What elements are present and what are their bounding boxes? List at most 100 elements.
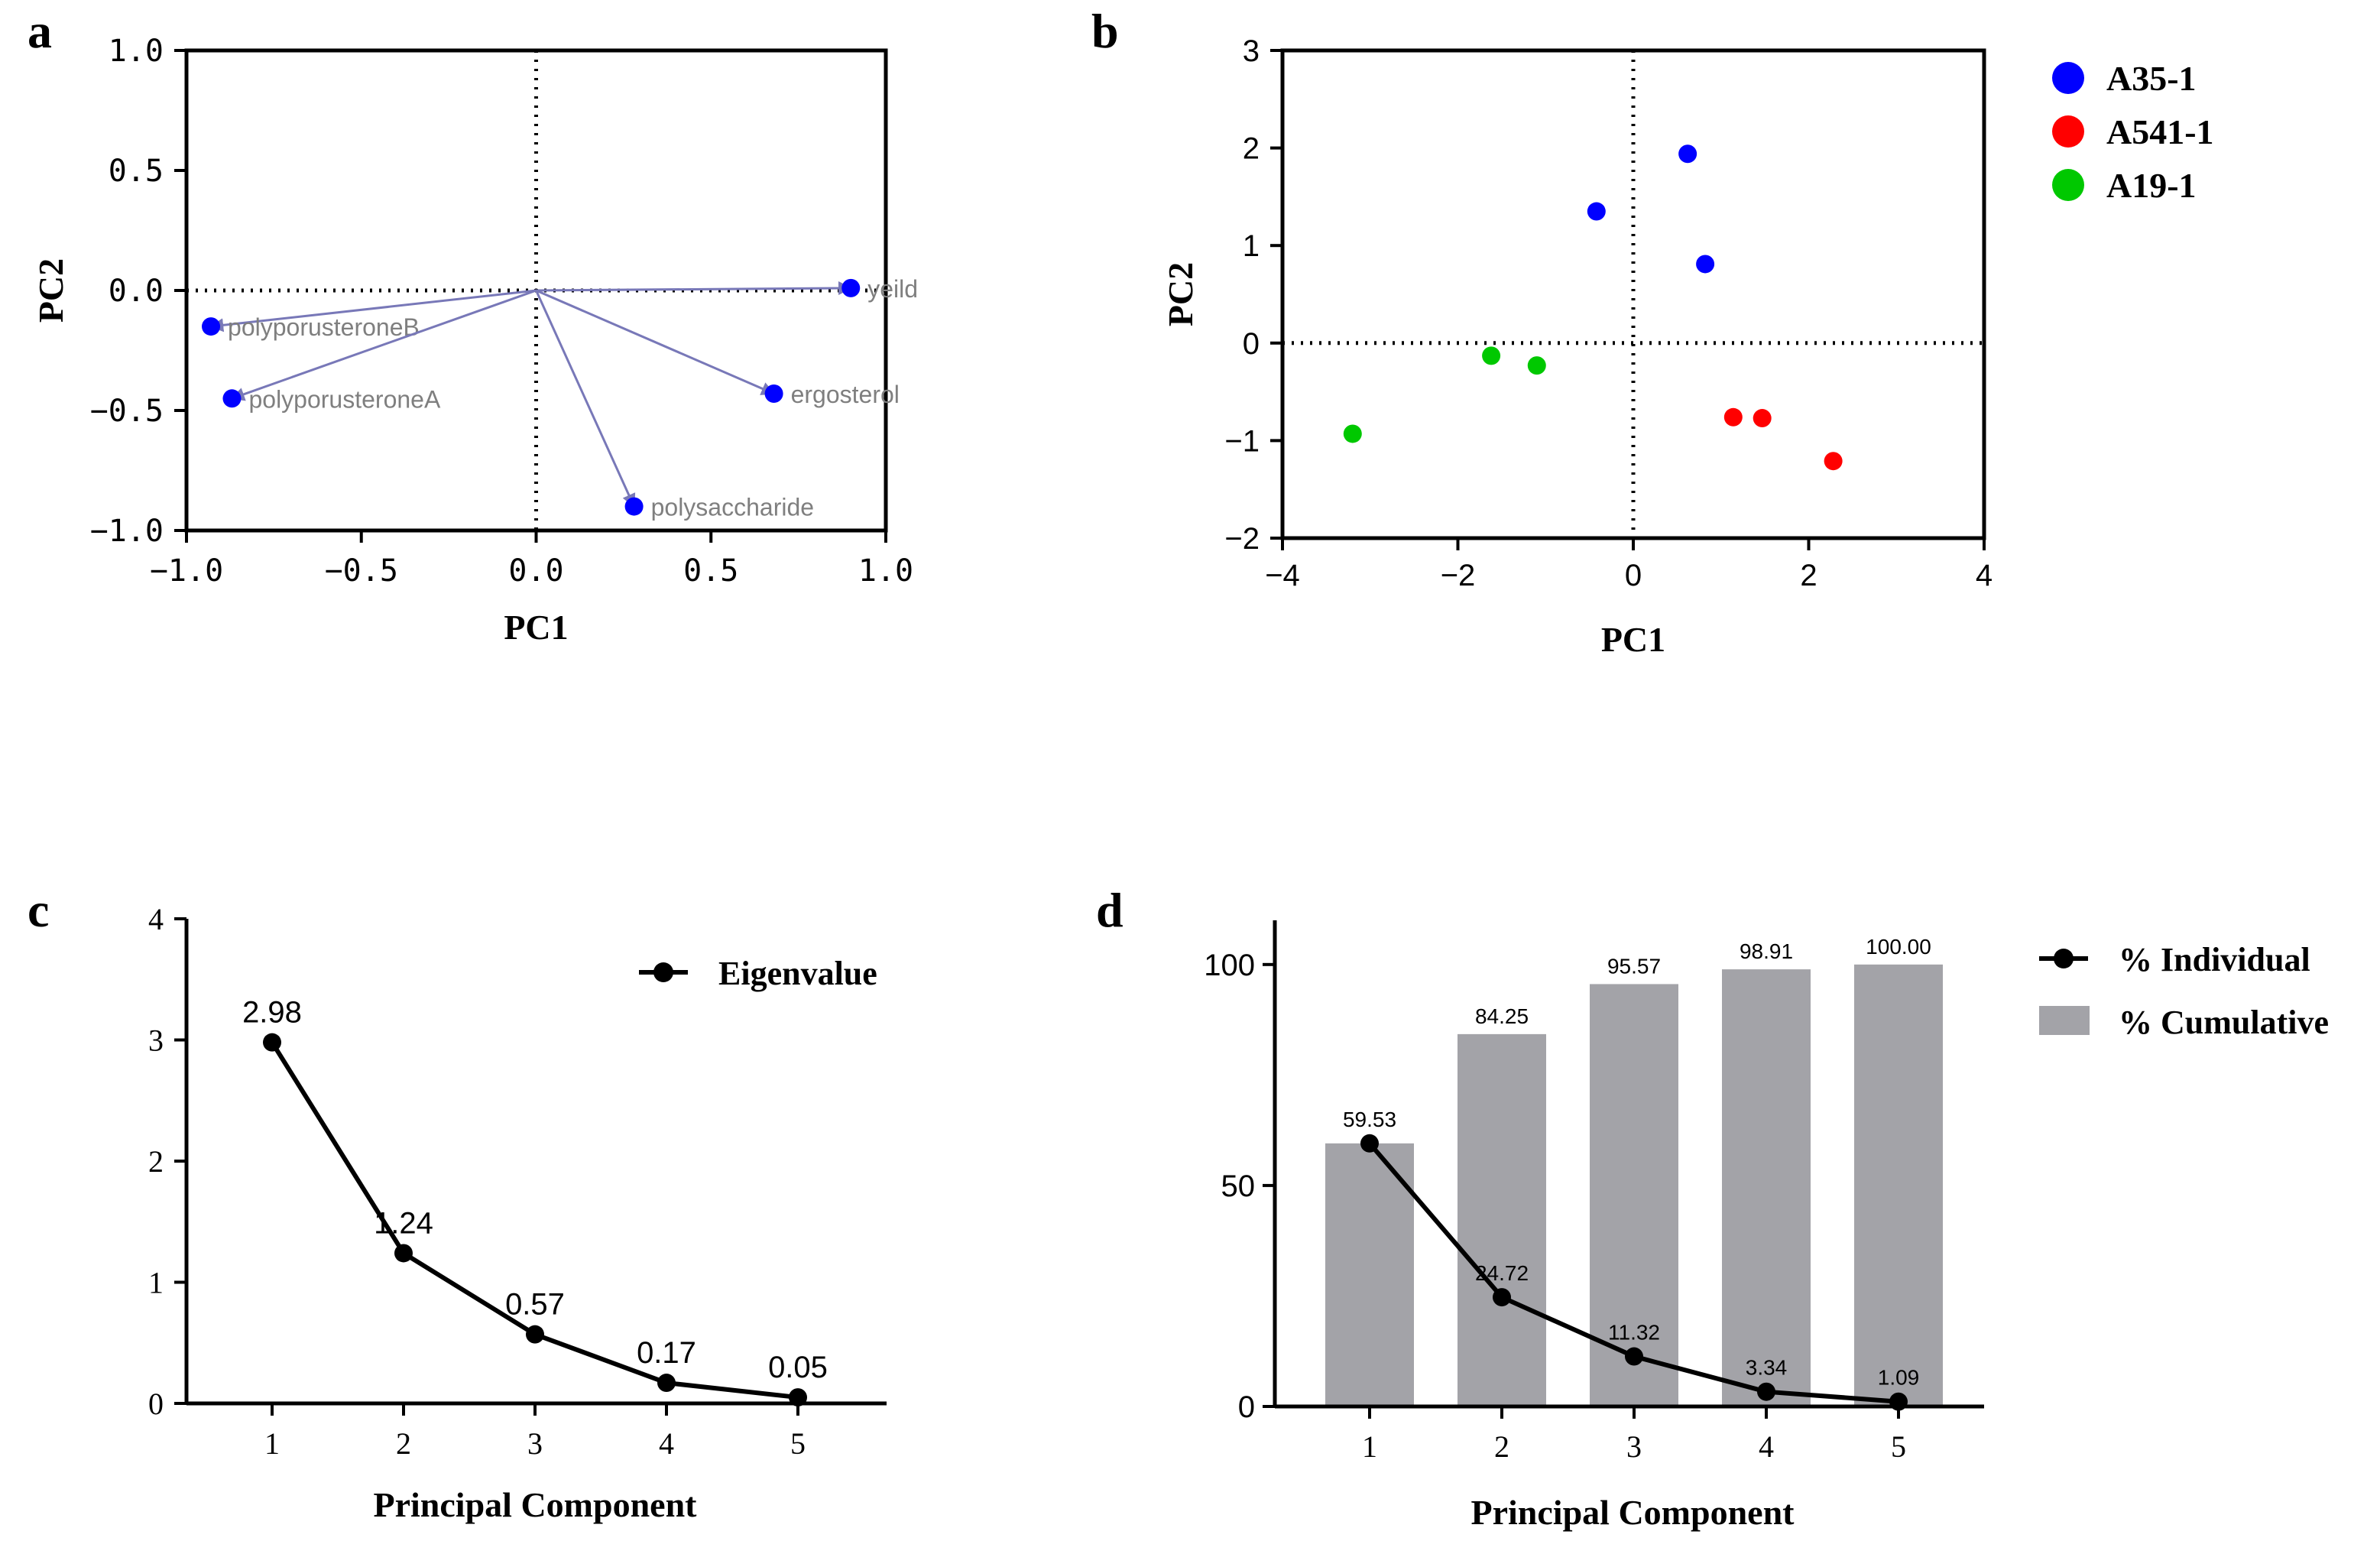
loading-point-yeild <box>841 278 861 297</box>
x-axis-title: PC1 <box>504 608 568 647</box>
x-tick-label: −4 <box>1265 559 1300 592</box>
individual-point-4 <box>1757 1382 1775 1401</box>
eigenvalue-data-label-2: 1.24 <box>374 1206 433 1240</box>
legend-marker-A19-1 <box>2052 169 2084 201</box>
y-tick-label: 1 <box>1243 229 1260 263</box>
y-tick-label: 0 <box>1238 1390 1255 1424</box>
y-tick-label: 0 <box>1243 327 1260 361</box>
x-tick-label: 0.5 <box>683 553 738 589</box>
y-tick-label: 50 <box>1221 1170 1256 1203</box>
y-tick-label: 3 <box>148 1024 164 1058</box>
x-tick-label: 2 <box>396 1426 411 1461</box>
x-tick-label: 0.0 <box>508 553 563 589</box>
y-tick-label: 100 <box>1204 949 1255 982</box>
x-axis-title: Principal Component <box>1471 1493 1795 1532</box>
x-tick-label: 5 <box>1891 1429 1906 1464</box>
x-tick-label: 2 <box>1494 1429 1509 1464</box>
cumulative-data-label-3: 95.57 <box>1607 954 1661 978</box>
y-tick-label: 2 <box>148 1144 164 1179</box>
y-axis-title: PC2 <box>31 258 70 323</box>
cumulative-bar-3 <box>1590 984 1678 1406</box>
y-tick-label: 0.0 <box>109 274 164 309</box>
legend-marker-A541-1 <box>2052 115 2084 148</box>
loading-arrow-ergosterol <box>535 289 776 395</box>
y-tick-label: 3 <box>1243 34 1260 68</box>
individual-data-label-3: 11.32 <box>1608 1321 1660 1345</box>
individual-point-2 <box>1493 1288 1511 1307</box>
score-point-A19-1-3 <box>1527 356 1546 375</box>
x-tick-label: −2 <box>1441 559 1476 592</box>
x-tick-label: 1 <box>264 1426 280 1461</box>
individual-data-label-5: 1.09 <box>1878 1366 1920 1390</box>
individual-data-label-2: 24.72 <box>1475 1261 1529 1285</box>
eigenvalue-point-4 <box>657 1374 676 1393</box>
eigenvalue-data-label-5: 0.05 <box>768 1351 828 1384</box>
eigenvalue-data-label-1: 2.98 <box>242 996 302 1030</box>
legend-label-individual: % Individual <box>2119 941 2310 978</box>
legend-marker-individual <box>2054 949 2074 968</box>
x-tick-label: 1.0 <box>858 553 913 589</box>
score-point-A35-1-1 <box>1587 202 1606 221</box>
y-tick-label: −1 <box>1224 424 1260 458</box>
x-axis-title: Principal Component <box>374 1485 698 1524</box>
loading-label-polyporusteroneA: polyporusteroneA <box>248 385 440 413</box>
panel-c-scree-plot: c 0 1 2 3 4 1 2 3 4 5 Principal Component 2.98 1.24 0.… <box>28 883 887 1524</box>
panel-label-c: c <box>28 883 49 937</box>
score-point-A19-1-1 <box>1343 424 1362 443</box>
x-tick-label: 5 <box>790 1426 806 1461</box>
loading-arrow-polysaccharide <box>535 290 636 508</box>
panel-a-loadings-plot: a −1.0 −0.5 0.0 0.5 1.0 −1.0 −0.5 0.0 0.5 1.0 PC1 PC… <box>28 4 918 647</box>
y-tick-label: −1.0 <box>90 514 164 549</box>
cumulative-data-label-5: 100.00 <box>1866 935 1931 959</box>
legend-label-Eigenvalue: Eigenvalue <box>718 955 877 992</box>
x-tick-label: −1.0 <box>150 553 223 589</box>
legend-label-A541-1: A541-1 <box>2106 112 2214 151</box>
x-tick-label: 4 <box>659 1426 674 1461</box>
score-point-A35-1-3 <box>1696 255 1715 274</box>
y-tick-label: −2 <box>1224 522 1260 556</box>
individual-point-1 <box>1360 1134 1379 1153</box>
eigenvalue-point-5 <box>789 1388 807 1407</box>
x-tick-label: 3 <box>1626 1429 1642 1464</box>
legend-label-cumulative: % Cumulative <box>2119 1004 2329 1041</box>
y-tick-label: −0.5 <box>90 394 164 429</box>
x-tick-label: 3 <box>527 1426 543 1461</box>
legend-marker-Eigenvalue <box>653 962 673 982</box>
y-tick-label: 0.5 <box>109 154 164 189</box>
cumulative-data-label-4: 98.91 <box>1740 939 1793 963</box>
panel-label-d: d <box>1096 883 1124 937</box>
cumulative-bar-2 <box>1458 1033 1546 1406</box>
individual-data-label-1: 59.53 <box>1343 1108 1396 1131</box>
cumulative-bar-5 <box>1854 964 1943 1406</box>
loading-label-ergosterol: ergosterol <box>791 381 900 408</box>
legend-label-A19-1: A19-1 <box>2106 166 2197 205</box>
eigenvalue-point-2 <box>394 1244 413 1263</box>
y-axis-title: PC2 <box>1161 262 1200 326</box>
loading-point-polyporusteroneB <box>202 317 221 336</box>
x-tick-label: −0.5 <box>325 553 398 589</box>
individual-point-3 <box>1625 1347 1643 1366</box>
y-tick-label: 0 <box>148 1387 164 1421</box>
loading-point-polyporusteroneA <box>222 389 242 408</box>
loading-label-polysaccharide: polysaccharide <box>651 494 814 521</box>
x-tick-label: 2 <box>1800 559 1817 592</box>
eigenvalue-data-label-3: 0.57 <box>505 1288 565 1322</box>
x-tick-label: 4 <box>1759 1429 1774 1464</box>
y-tick-label: 4 <box>148 902 164 936</box>
x-tick-label: 0 <box>1625 559 1642 592</box>
x-tick-label: 4 <box>1976 559 1993 592</box>
score-point-A35-1-2 <box>1678 144 1697 164</box>
score-point-A541-1-3 <box>1824 452 1843 471</box>
eigenvalue-point-1 <box>263 1033 281 1052</box>
legend-label-A35-1: A35-1 <box>2106 59 2197 98</box>
loading-label-polyporusteroneB: polyporusteroneB <box>228 313 420 341</box>
cumulative-data-label-2: 84.25 <box>1475 1004 1529 1028</box>
loading-arrow-yeild <box>536 281 853 295</box>
y-tick-label: 1 <box>148 1266 164 1300</box>
loading-arrow-polyporusteroneA <box>230 289 537 401</box>
x-tick-label: 1 <box>1362 1429 1377 1464</box>
loading-point-polysaccharide <box>624 497 644 516</box>
score-point-A541-1-2 <box>1753 409 1772 428</box>
